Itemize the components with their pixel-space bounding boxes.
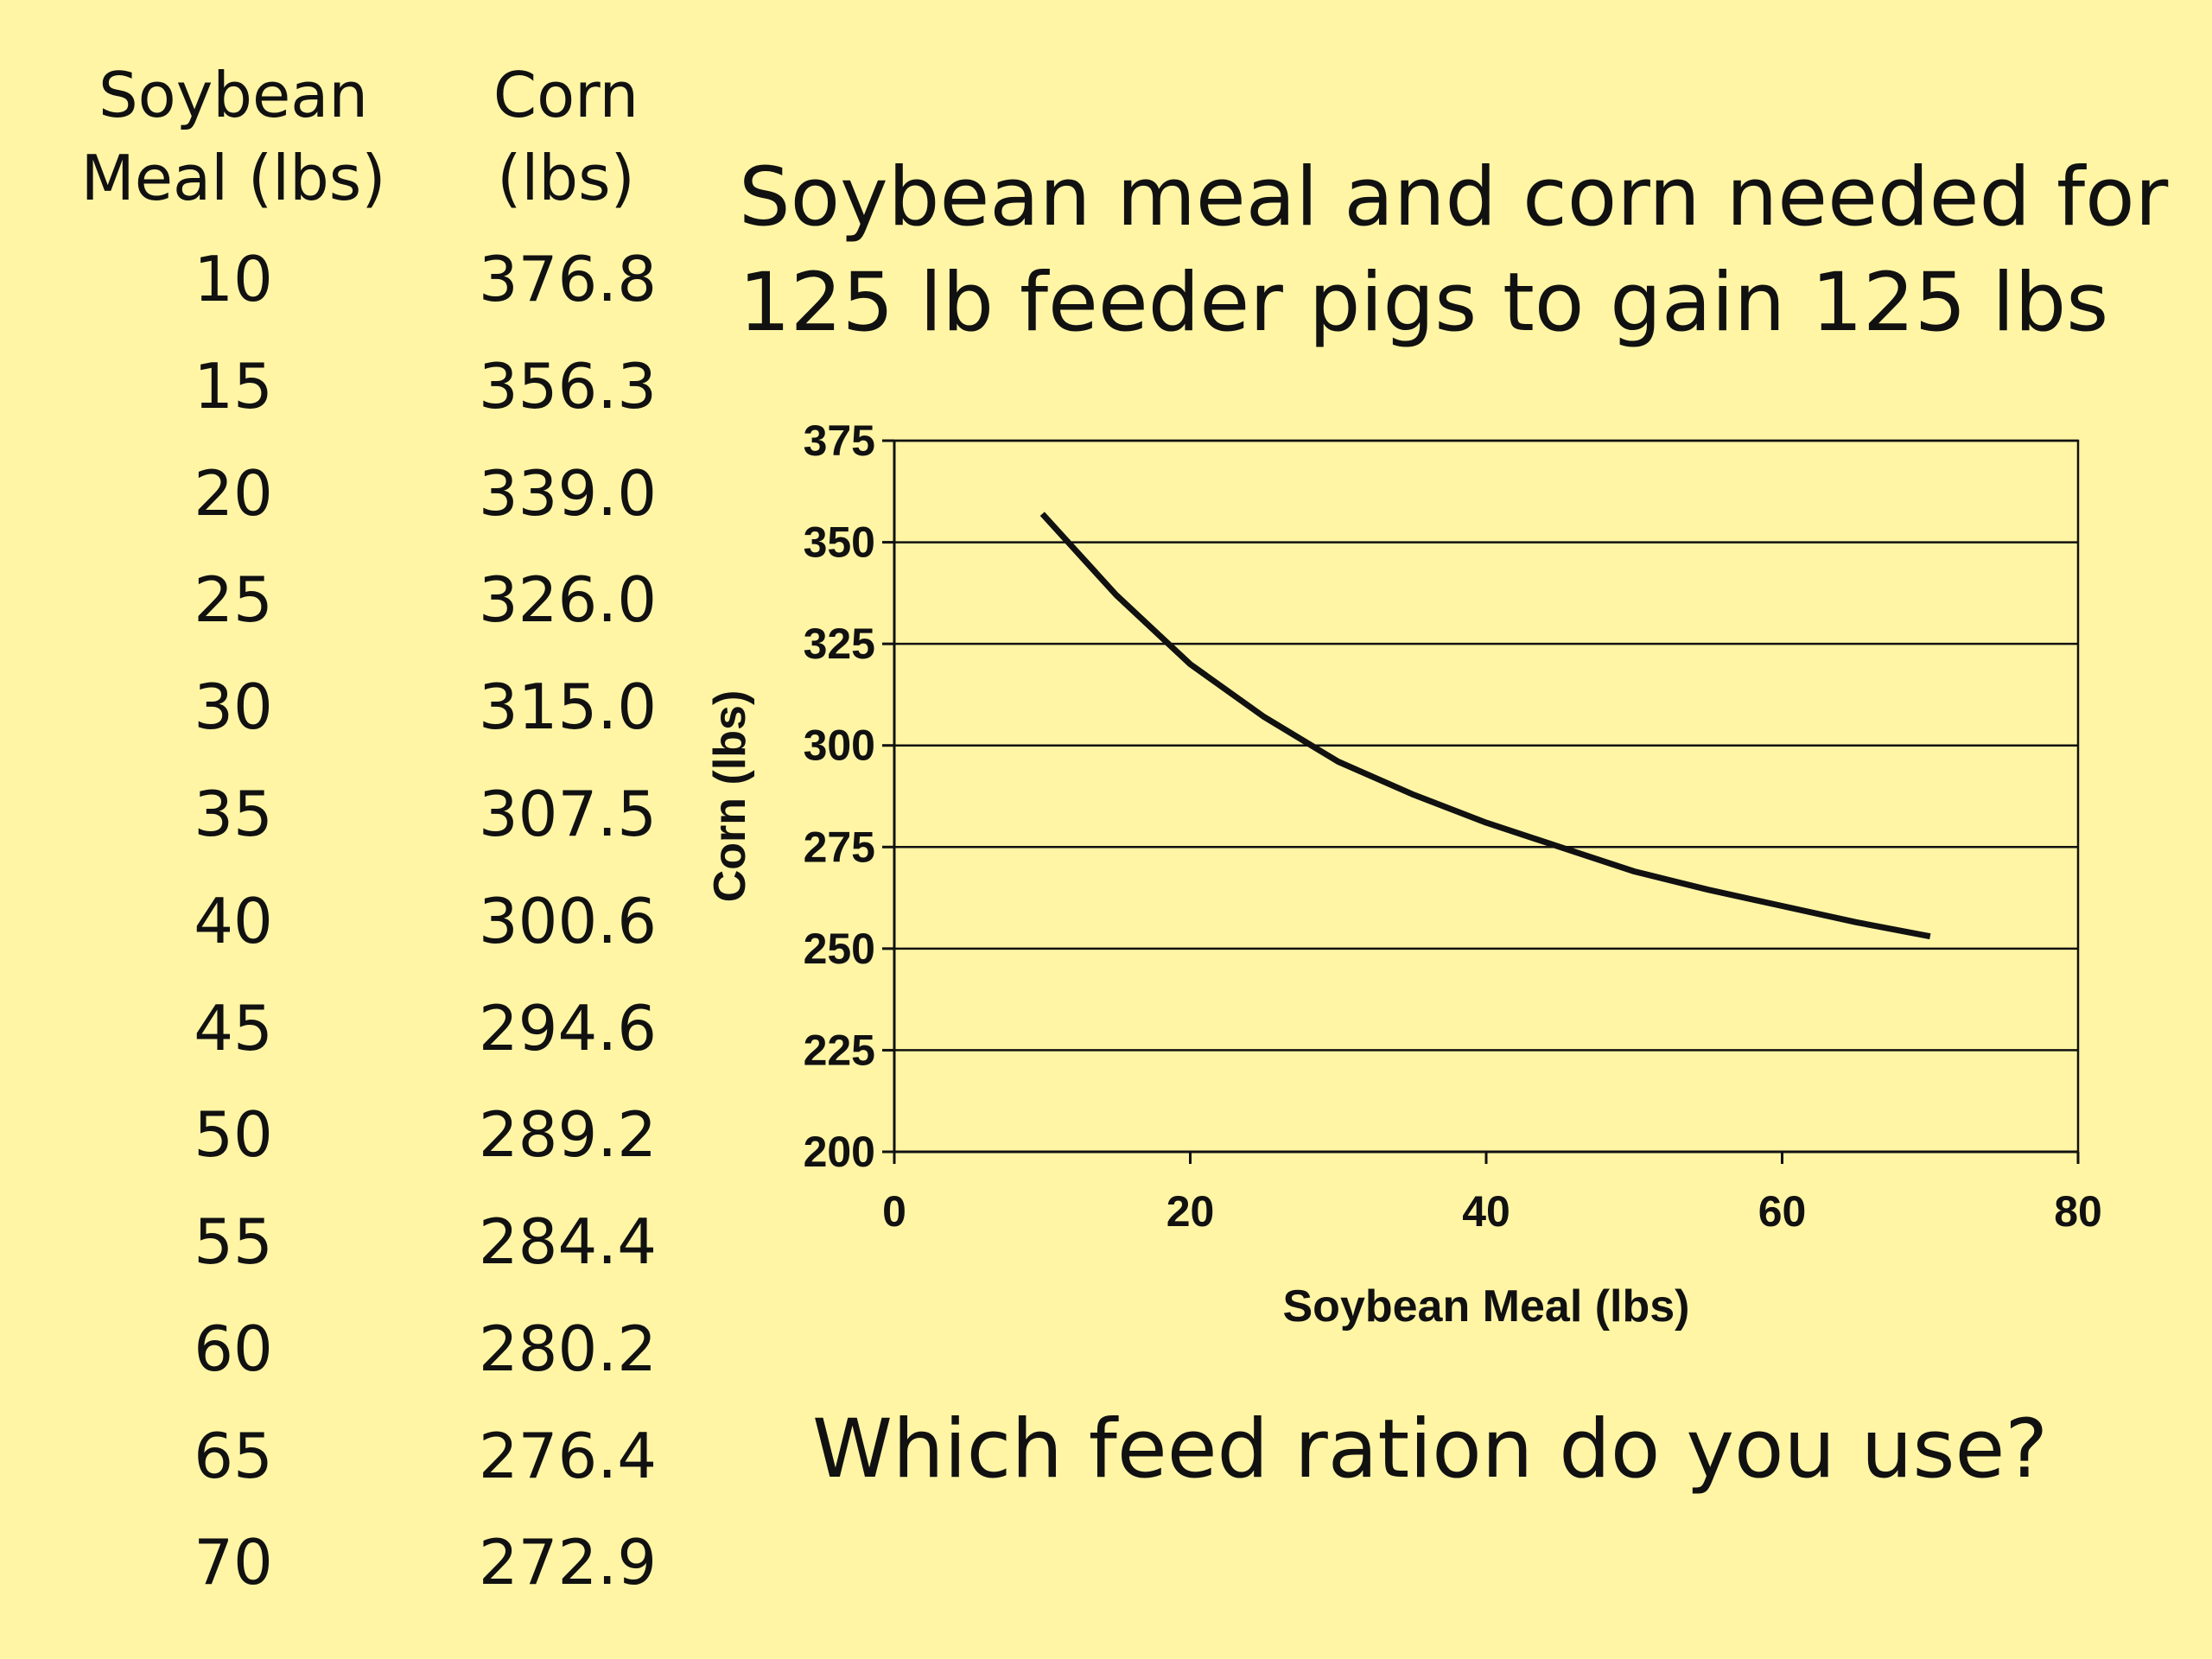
- table-cell-soybean: 60: [194, 1313, 273, 1385]
- y-tick-label: 375: [804, 416, 875, 465]
- table-cell-soybean: 35: [194, 778, 273, 850]
- header-soybean-line2: Meal (lbs): [80, 142, 386, 214]
- slide-title: Soybean meal and corn needed for 125 lb …: [739, 145, 2168, 356]
- title-line2: 125 lb feeder pigs to gain 125 lbs: [739, 256, 2109, 350]
- table-cell-corn: 339.0: [478, 457, 657, 530]
- header-corn-line2: (lbs): [497, 142, 635, 214]
- table-cell-corn: 280.2: [478, 1313, 657, 1385]
- header-corn-line1: Corn: [493, 59, 639, 131]
- y-tick-label: 200: [804, 1128, 875, 1176]
- table-cell-soybean: 10: [194, 243, 273, 315]
- x-tick-label: 40: [1462, 1187, 1510, 1236]
- table-cell-soybean: 40: [194, 885, 273, 957]
- table-cell-soybean: 65: [194, 1420, 273, 1492]
- header-soybean-line1: Soybean: [98, 59, 369, 131]
- table-cell-corn: 300.6: [478, 885, 657, 957]
- question-text: Which feed ration do you use?: [812, 1402, 2049, 1497]
- table-cell-corn: 276.4: [478, 1420, 657, 1492]
- table-cell-soybean: 25: [194, 563, 273, 636]
- table-cell-corn: 356.3: [478, 350, 657, 423]
- table-cell-corn: 272.9: [478, 1526, 657, 1599]
- table-cell-soybean: 30: [194, 671, 273, 743]
- y-tick-label: 350: [804, 518, 875, 567]
- table-cell-soybean: 50: [194, 1098, 273, 1171]
- table-cell-soybean: 55: [194, 1205, 273, 1278]
- table-cell-corn: 307.5: [478, 778, 657, 850]
- table-cell-corn: 376.8: [478, 243, 657, 315]
- title-line1: Soybean meal and corn needed for: [739, 150, 2169, 245]
- table-cell-soybean: 45: [194, 992, 273, 1065]
- table-cell-corn: 294.6: [478, 992, 657, 1065]
- x-tick-label: 80: [2054, 1187, 2102, 1236]
- y-axis-label: Corn (lbs): [705, 690, 755, 903]
- y-tick-label: 275: [804, 823, 875, 871]
- table-cell-corn: 289.2: [478, 1098, 657, 1171]
- table-cell-soybean: 15: [194, 350, 273, 423]
- x-tick-label: 20: [1166, 1187, 1215, 1236]
- table-header-soybean: Soybean Meal (lbs): [60, 54, 406, 219]
- x-tick-label: 0: [882, 1187, 906, 1236]
- x-tick-label: 60: [1758, 1187, 1807, 1236]
- table-cell-soybean: 20: [194, 457, 273, 530]
- y-tick-label: 250: [804, 925, 875, 973]
- y-tick-label: 225: [804, 1026, 875, 1074]
- x-axis-label: Soybean Meal (lbs): [1283, 1281, 1690, 1332]
- table-cell-soybean: 70: [194, 1526, 273, 1599]
- table-header-corn: Corn (lbs): [397, 54, 734, 219]
- series-line: [1039, 512, 1931, 940]
- table-cell-corn: 326.0: [478, 563, 657, 636]
- y-tick-label: 325: [804, 620, 875, 668]
- y-tick-label: 300: [804, 721, 875, 770]
- table-cell-corn: 284.4: [478, 1205, 657, 1278]
- table-cell-corn: 315.0: [478, 671, 657, 743]
